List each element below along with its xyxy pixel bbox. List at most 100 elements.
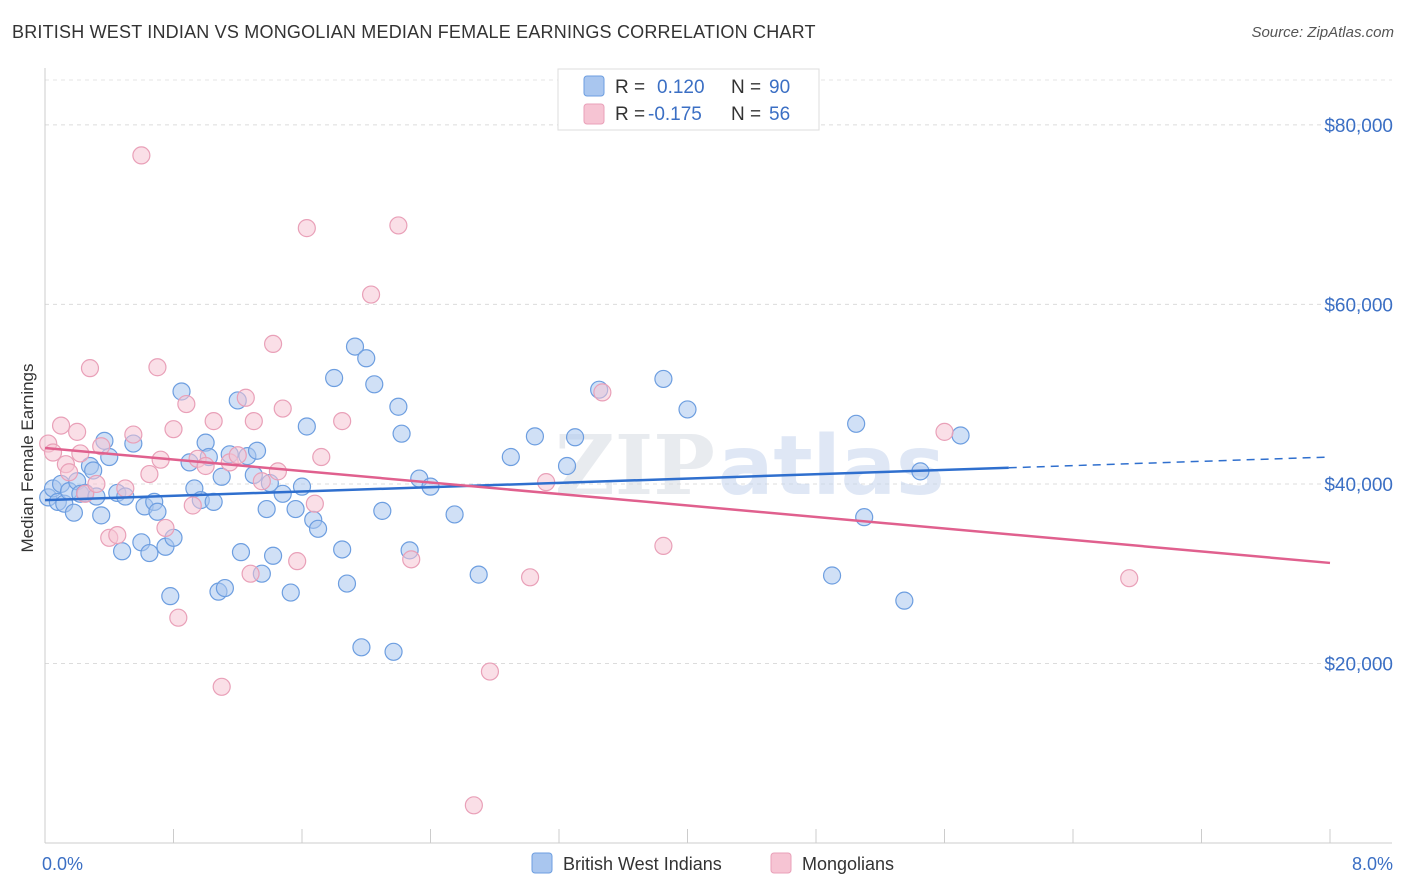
point-0-69	[445, 505, 464, 524]
point-0-57	[337, 574, 357, 593]
point-1-2	[51, 416, 71, 435]
point-1-29	[228, 446, 247, 465]
point-1-36	[273, 399, 292, 418]
point-1-5	[68, 422, 87, 441]
point-1-49	[593, 383, 612, 402]
point-0-40	[231, 543, 251, 562]
point-0-55	[325, 368, 344, 388]
point-1-25	[196, 456, 215, 476]
point-0-45	[257, 499, 276, 519]
y-tick-labels: $20,000 $40,000 $60,000 $80,000	[1324, 116, 1393, 676]
point-0-56	[333, 540, 352, 559]
y-tick-label-0: $20,000	[1324, 654, 1393, 675]
point-1-6	[71, 444, 90, 463]
point-0-70	[469, 565, 488, 584]
point-1-41	[333, 412, 352, 431]
x-tick-labels: 0.0% 8.0%	[42, 854, 1393, 874]
point-1-35	[268, 462, 288, 481]
chart-title: BRITISH WEST INDIAN VS MONGOLIAN MEDIAN …	[12, 22, 816, 42]
chart-source: Source: ZipAtlas.com	[1251, 24, 1394, 41]
point-1-31	[241, 564, 260, 583]
point-0-64	[389, 397, 408, 416]
point-1-13	[116, 479, 135, 498]
point-0-83	[951, 426, 970, 445]
point-0-50	[286, 499, 305, 519]
point-0-65	[392, 424, 411, 443]
point-0-81	[895, 591, 914, 610]
y-tick-label-3: $80,000	[1324, 116, 1393, 137]
bottom-legend-swatch-pink	[770, 852, 792, 874]
bottom-legend-label-0: British West Indians	[563, 854, 722, 874]
point-0-78	[822, 566, 842, 585]
point-0-43	[247, 441, 267, 460]
point-0-73	[557, 456, 577, 476]
point-1-4	[59, 463, 79, 482]
point-1-47	[520, 568, 540, 587]
point-1-21	[169, 608, 188, 627]
point-0-24	[148, 502, 167, 521]
point-1-20	[164, 420, 183, 439]
point-0-77	[678, 400, 697, 419]
point-0-80	[855, 508, 874, 527]
trend-line-1	[44, 446, 1331, 565]
legend-n-label-0: N =	[731, 77, 761, 98]
point-0-52	[297, 417, 316, 436]
legend-n-value-1: 56	[769, 104, 790, 125]
point-1-19	[156, 518, 175, 538]
point-0-6	[64, 503, 84, 522]
trend-line-0	[44, 466, 1009, 502]
point-0-59	[352, 638, 371, 657]
point-0-34	[204, 492, 223, 511]
legend-n-value-0: 90	[769, 77, 790, 98]
point-0-62	[373, 501, 392, 520]
point-1-33	[252, 472, 271, 491]
x-tick-label-1: 8.0%	[1352, 854, 1393, 874]
point-1-16	[140, 464, 159, 484]
point-0-48	[273, 484, 292, 503]
trend-line-dashed-0	[1008, 456, 1331, 469]
point-1-34	[263, 334, 283, 354]
point-1-32	[244, 412, 263, 431]
legend-swatch-blue	[583, 75, 605, 97]
point-1-15	[132, 146, 151, 165]
point-1-45	[464, 796, 483, 815]
point-1-42	[361, 285, 381, 304]
point-1-38	[297, 219, 316, 238]
point-0-74	[565, 428, 585, 447]
legend: R = 0.120 N = 90 R = -0.175 N = 56	[557, 68, 820, 131]
point-1-40	[312, 447, 331, 467]
point-1-46	[480, 662, 500, 681]
y-tick-label-1: $40,000	[1324, 475, 1393, 496]
legend-n-label-1: N =	[731, 104, 761, 125]
point-0-22	[140, 543, 159, 563]
legend-r-value-1: -0.175	[648, 104, 702, 125]
legend-r-value-0: 0.120	[657, 77, 705, 98]
point-1-22	[177, 394, 196, 414]
y-tick-label-2: $60,000	[1324, 295, 1393, 316]
watermark-atlas: atlas	[718, 419, 945, 514]
trend-lines	[44, 446, 1331, 565]
point-0-58	[345, 337, 365, 356]
point-1-51	[935, 422, 954, 441]
legend-r-label-1: R =	[615, 104, 645, 125]
point-1-44	[402, 550, 421, 569]
point-1-23	[183, 496, 202, 515]
point-0-37	[215, 578, 234, 598]
bottom-legend: British West Indians Mongolians	[531, 852, 894, 874]
point-0-76	[654, 369, 673, 389]
point-0-26	[161, 587, 180, 606]
point-1-30	[236, 388, 255, 407]
point-1-14	[124, 425, 143, 444]
point-1-12	[108, 526, 127, 545]
legend-swatch-pink	[583, 103, 605, 125]
point-1-43	[389, 216, 408, 235]
legend-r-label-0: R =	[615, 77, 645, 98]
bottom-legend-label-1: Mongolians	[802, 854, 894, 874]
point-0-61	[365, 375, 384, 394]
y-axis-title: Median Female Earnings	[18, 364, 37, 553]
point-0-60	[357, 349, 376, 368]
point-0-72	[525, 427, 545, 446]
point-1-26	[204, 412, 223, 431]
bottom-legend-swatch-blue	[531, 852, 553, 874]
